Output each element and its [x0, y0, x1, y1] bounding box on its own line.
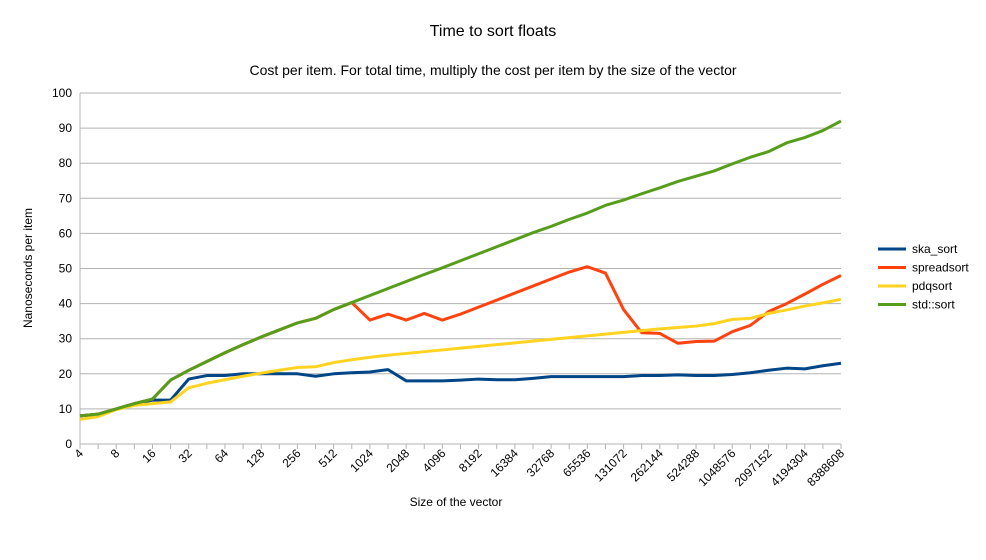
y-tick-label: 70: [59, 191, 73, 205]
y-tick-label: 100: [52, 86, 72, 100]
x-tick-label: 512: [316, 446, 340, 470]
y-tick-label: 10: [59, 402, 73, 416]
y-tick-label: 60: [59, 226, 73, 240]
x-tick-label: 8192: [456, 446, 485, 475]
y-tick-label: 80: [59, 156, 73, 170]
x-axis-label: Size of the vector: [410, 495, 503, 509]
y-tick-label: 90: [59, 121, 73, 135]
series-line: [79, 265, 842, 418]
y-axis-label: Nanoseconds per item: [21, 208, 35, 328]
series-line: [79, 119, 842, 418]
y-tick-label: 20: [59, 367, 73, 381]
x-tick-label: 262144: [628, 446, 666, 484]
x-tick-label: 4096: [420, 446, 449, 475]
legend-label: std::sort: [912, 298, 955, 312]
chart-subtitle: Cost per item. For total time, multiply …: [249, 62, 736, 78]
x-tick-label: 4194304: [768, 446, 811, 489]
x-tick-label: 4: [71, 446, 86, 461]
y-tick-label: 50: [59, 262, 73, 276]
y-tick-label: 0: [65, 437, 72, 451]
x-tick-label: 256: [279, 446, 303, 470]
legend-label: ska_sort: [912, 242, 958, 256]
x-tick-label: 8388608: [804, 446, 847, 489]
series-line: [79, 297, 842, 421]
x-tick-label: 8: [108, 446, 123, 461]
y-tick-label: 30: [59, 332, 73, 346]
x-tick-label: 16: [139, 446, 159, 466]
series-line: [79, 361, 842, 418]
x-tick-label: 64: [212, 446, 232, 466]
x-tick-label: 16384: [487, 446, 521, 480]
legend-label: pdqsort: [912, 279, 953, 293]
x-tick-label: 1024: [347, 446, 376, 475]
x-tick-label: 131072: [591, 446, 629, 484]
x-tick-label: 128: [243, 446, 267, 470]
y-tick-label: 40: [59, 297, 73, 311]
x-tick-label: 2097152: [732, 446, 775, 489]
x-tick-label: 1048576: [695, 446, 738, 489]
legend-label: spreadsort: [912, 261, 969, 275]
x-tick-label: 65536: [560, 446, 594, 480]
chart-title: Time to sort floats: [430, 23, 557, 40]
x-tick-label: 32: [175, 446, 195, 466]
x-tick-label: 32768: [524, 446, 558, 480]
x-tick-label: 2048: [383, 446, 412, 475]
